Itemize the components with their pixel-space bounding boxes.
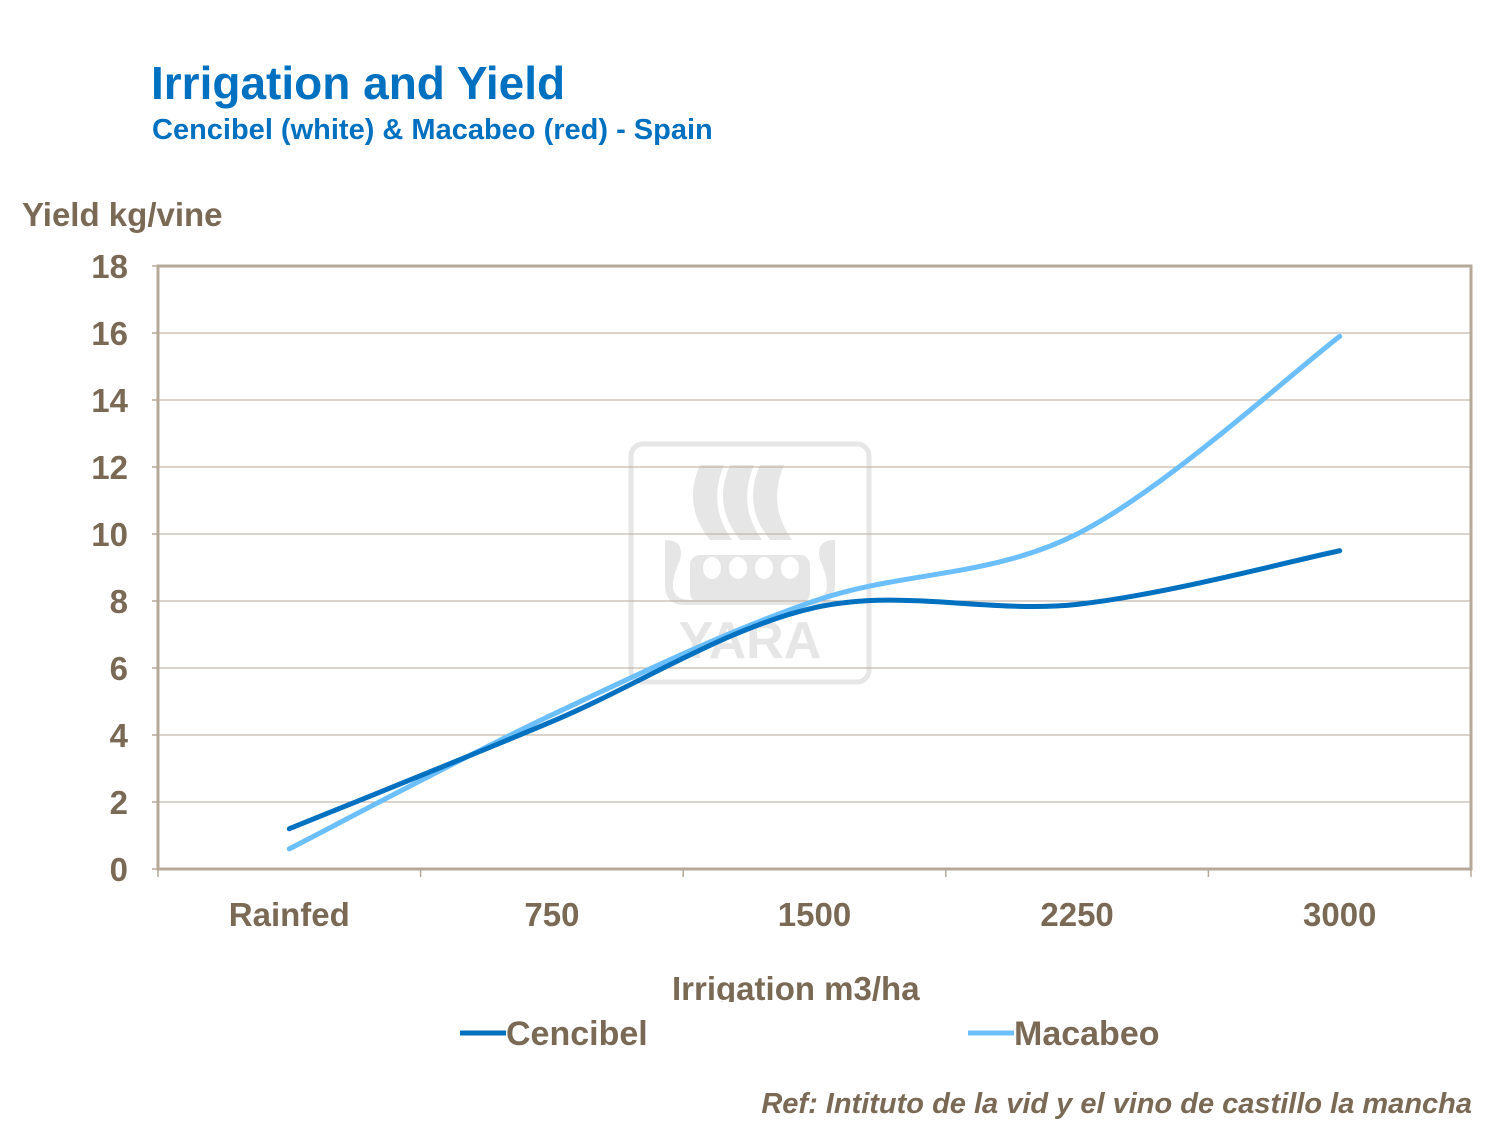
legend-item-cencibel: Cencibel [460, 1015, 648, 1053]
watermark-shield [781, 557, 799, 579]
y-tick-label: 14 [91, 382, 128, 419]
watermark-shield [703, 557, 721, 579]
y-tick-label: 16 [91, 315, 128, 352]
legend-item-macabeo: Macabeo [968, 1015, 1160, 1053]
chart-subtitle: Cencibel (white) & Macabeo (red) - Spain [152, 114, 713, 146]
y-tick-label: 0 [110, 851, 128, 888]
x-tick-label: 2250 [1040, 896, 1113, 933]
y-tick-label: 4 [110, 717, 129, 754]
legend-label: Macabeo [1014, 1015, 1160, 1053]
y-tick-label: 2 [110, 784, 128, 821]
y-tick-label: 18 [91, 248, 128, 285]
watermark-frame [628, 441, 872, 685]
y-tick-label: 8 [110, 583, 128, 620]
watermark-shield [729, 557, 747, 579]
plot-border [156, 264, 1473, 871]
y-tick-label: 6 [110, 650, 128, 687]
x-tick-label: 3000 [1303, 896, 1376, 933]
y-axis-label: Yield kg/vine [22, 196, 223, 233]
reference-note: Ref: Intituto de la vid y el vino de cas… [761, 1088, 1472, 1120]
x-tick-label: Rainfed [229, 896, 350, 933]
y-tick-label: 10 [91, 516, 128, 553]
y-tick-label: 12 [91, 449, 128, 486]
watermark-wave [752, 465, 792, 540]
x-tick-label: 1500 [778, 896, 851, 933]
watermark-logo: YARA [628, 441, 872, 685]
legend-label: Cencibel [506, 1015, 648, 1053]
watermark-wave [722, 465, 762, 540]
x-tick-label: 750 [524, 896, 579, 933]
watermark-shield [755, 557, 773, 579]
x-axis-label: Irrigation m3/ha [672, 970, 920, 1002]
watermark-wave [692, 465, 732, 540]
chart-title: Irrigation and Yield [151, 57, 566, 109]
series-line-macabeo [286, 333, 1343, 852]
series-line-cencibel [286, 548, 1343, 832]
watermark-text: YARA [679, 612, 822, 670]
